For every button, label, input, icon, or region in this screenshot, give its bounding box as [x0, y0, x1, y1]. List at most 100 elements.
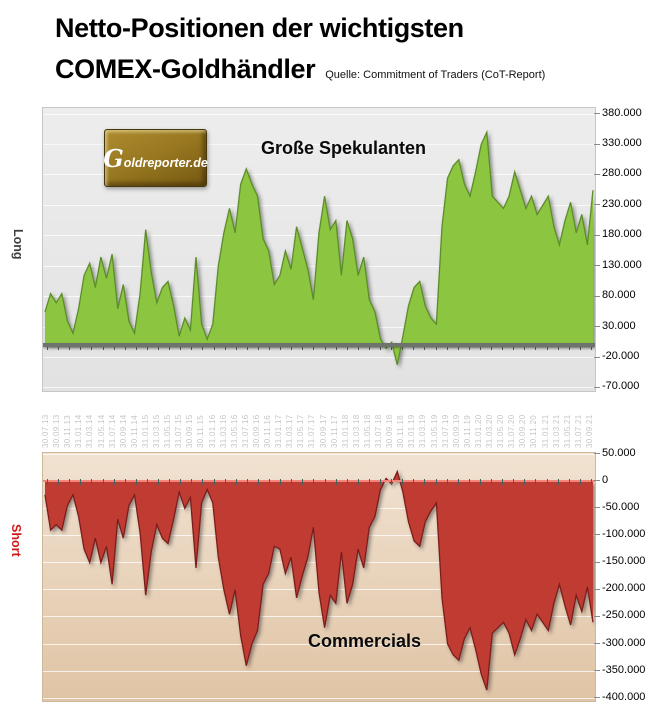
category-tick [269, 479, 271, 486]
y-tick-label: -350.000 [602, 663, 646, 676]
speculators-series-label: Große Spekulanten [261, 138, 427, 158]
y-tick-label: -50.000 [602, 500, 640, 513]
source-note: Quelle: Commitment of Traders (CoT-Repor… [325, 69, 546, 81]
x-tick-label: 31.01.20 [473, 414, 483, 448]
short-axis-label: Short [9, 524, 23, 557]
title-line-1: Netto-Positionen der wichtigsten [55, 13, 464, 43]
category-tick [280, 347, 282, 351]
speculators-area-chart [44, 129, 594, 365]
x-tick-label: 30.09.18 [385, 414, 395, 448]
x-tick-label: 31.01.15 [140, 414, 150, 448]
category-tick [546, 479, 548, 486]
y-tick-mark [594, 295, 600, 297]
category-tick [380, 347, 382, 351]
category-tick [124, 347, 126, 351]
date-axis-labels: 30.07.13 30.09.13 30.11.13 31.01.14 31.03.14… [41, 392, 594, 450]
category-tick [579, 479, 581, 486]
category-tick [146, 479, 148, 486]
category-tick [424, 479, 426, 486]
category-tick [291, 347, 293, 351]
category-tick [291, 479, 293, 486]
category-tick [158, 479, 160, 486]
zero-baseline [43, 343, 595, 348]
x-tick-label: 31.05.19 [429, 414, 439, 448]
y-tick-mark [594, 326, 600, 328]
gridline [43, 387, 595, 389]
category-tick [158, 347, 160, 351]
category-tick [346, 479, 348, 486]
category-tick [402, 347, 404, 351]
y-tick-label: -400.000 [602, 690, 646, 703]
x-tick-label: 31.05.20 [496, 414, 506, 448]
y-tick-mark [594, 113, 600, 115]
category-tick [479, 479, 481, 486]
category-tick [402, 479, 404, 486]
category-tick [424, 347, 426, 351]
category-tick [413, 479, 415, 486]
category-tick [269, 347, 271, 351]
category-tick [135, 479, 137, 486]
category-tick [591, 347, 592, 351]
x-tick-label: 30.11.19 [462, 415, 472, 448]
category-tick [357, 479, 359, 486]
category-tick [391, 479, 393, 486]
commercials-area-fill [45, 471, 593, 691]
category-tick [47, 347, 48, 351]
y-tick-label: 180.000 [602, 228, 642, 241]
category-tick [69, 347, 71, 351]
x-tick-label: 31.01.14 [74, 414, 84, 448]
x-tick-label: 31.07.20 [507, 414, 517, 448]
category-tick [502, 347, 504, 351]
category-tick [202, 347, 204, 351]
category-tick [113, 347, 115, 351]
category-tick [457, 479, 459, 486]
category-tick [579, 347, 581, 351]
x-tick-label: 30.09.15 [185, 414, 195, 448]
x-tick-label: 31.05.18 [362, 414, 372, 448]
category-tick [457, 347, 459, 351]
y-tick-label: 0 [602, 473, 609, 486]
x-tick-label: 31.05.14 [96, 414, 106, 448]
goldreporter-logo: Goldreporter.de [103, 129, 208, 187]
category-tick [224, 479, 226, 486]
x-tick-label: 30.11.18 [396, 415, 406, 448]
category-tick [169, 347, 171, 351]
category-tick [280, 479, 282, 486]
category-tick [335, 479, 337, 486]
x-tick-label: 30.11.16 [263, 415, 273, 448]
y-tick-mark [594, 643, 600, 645]
category-tick [435, 347, 437, 351]
y-tick-mark [594, 697, 600, 699]
y-tick-mark [594, 480, 600, 482]
y-tick-label: -250.000 [602, 609, 646, 622]
category-tick [557, 479, 559, 486]
x-tick-label: 31.07.19 [440, 414, 450, 448]
x-tick-label: 31.03.16 [218, 414, 228, 448]
gridline [43, 616, 595, 618]
category-tick [502, 479, 504, 486]
x-tick-label: 31.07.16 [240, 414, 250, 448]
x-tick-label: 30.09.21 [585, 414, 594, 448]
category-tick [413, 347, 415, 351]
y-tick-mark [594, 234, 600, 236]
category-tick [357, 347, 359, 351]
y-tick-label: -150.000 [602, 555, 646, 568]
y-tick-mark [594, 561, 600, 563]
x-tick-label: 31.07.17 [307, 414, 317, 448]
category-tick [213, 347, 215, 351]
category-tick [491, 347, 493, 351]
y-tick-mark [594, 507, 600, 509]
commercials-area-edge [44, 469, 594, 691]
gridline [43, 697, 595, 699]
gridline [43, 453, 595, 455]
category-tick [235, 347, 237, 351]
y-tick-label: 30.000 [602, 319, 636, 332]
gridline [43, 670, 595, 672]
y-tick-label: 280.000 [602, 167, 642, 180]
x-tick-label: 31.03.20 [485, 414, 495, 448]
y-tick-label: 380.000 [602, 106, 642, 119]
category-tick [313, 479, 315, 486]
category-tick [368, 479, 370, 486]
y-tick-label: 50.000 [602, 446, 636, 459]
x-tick-label: 30.11.13 [63, 415, 73, 448]
